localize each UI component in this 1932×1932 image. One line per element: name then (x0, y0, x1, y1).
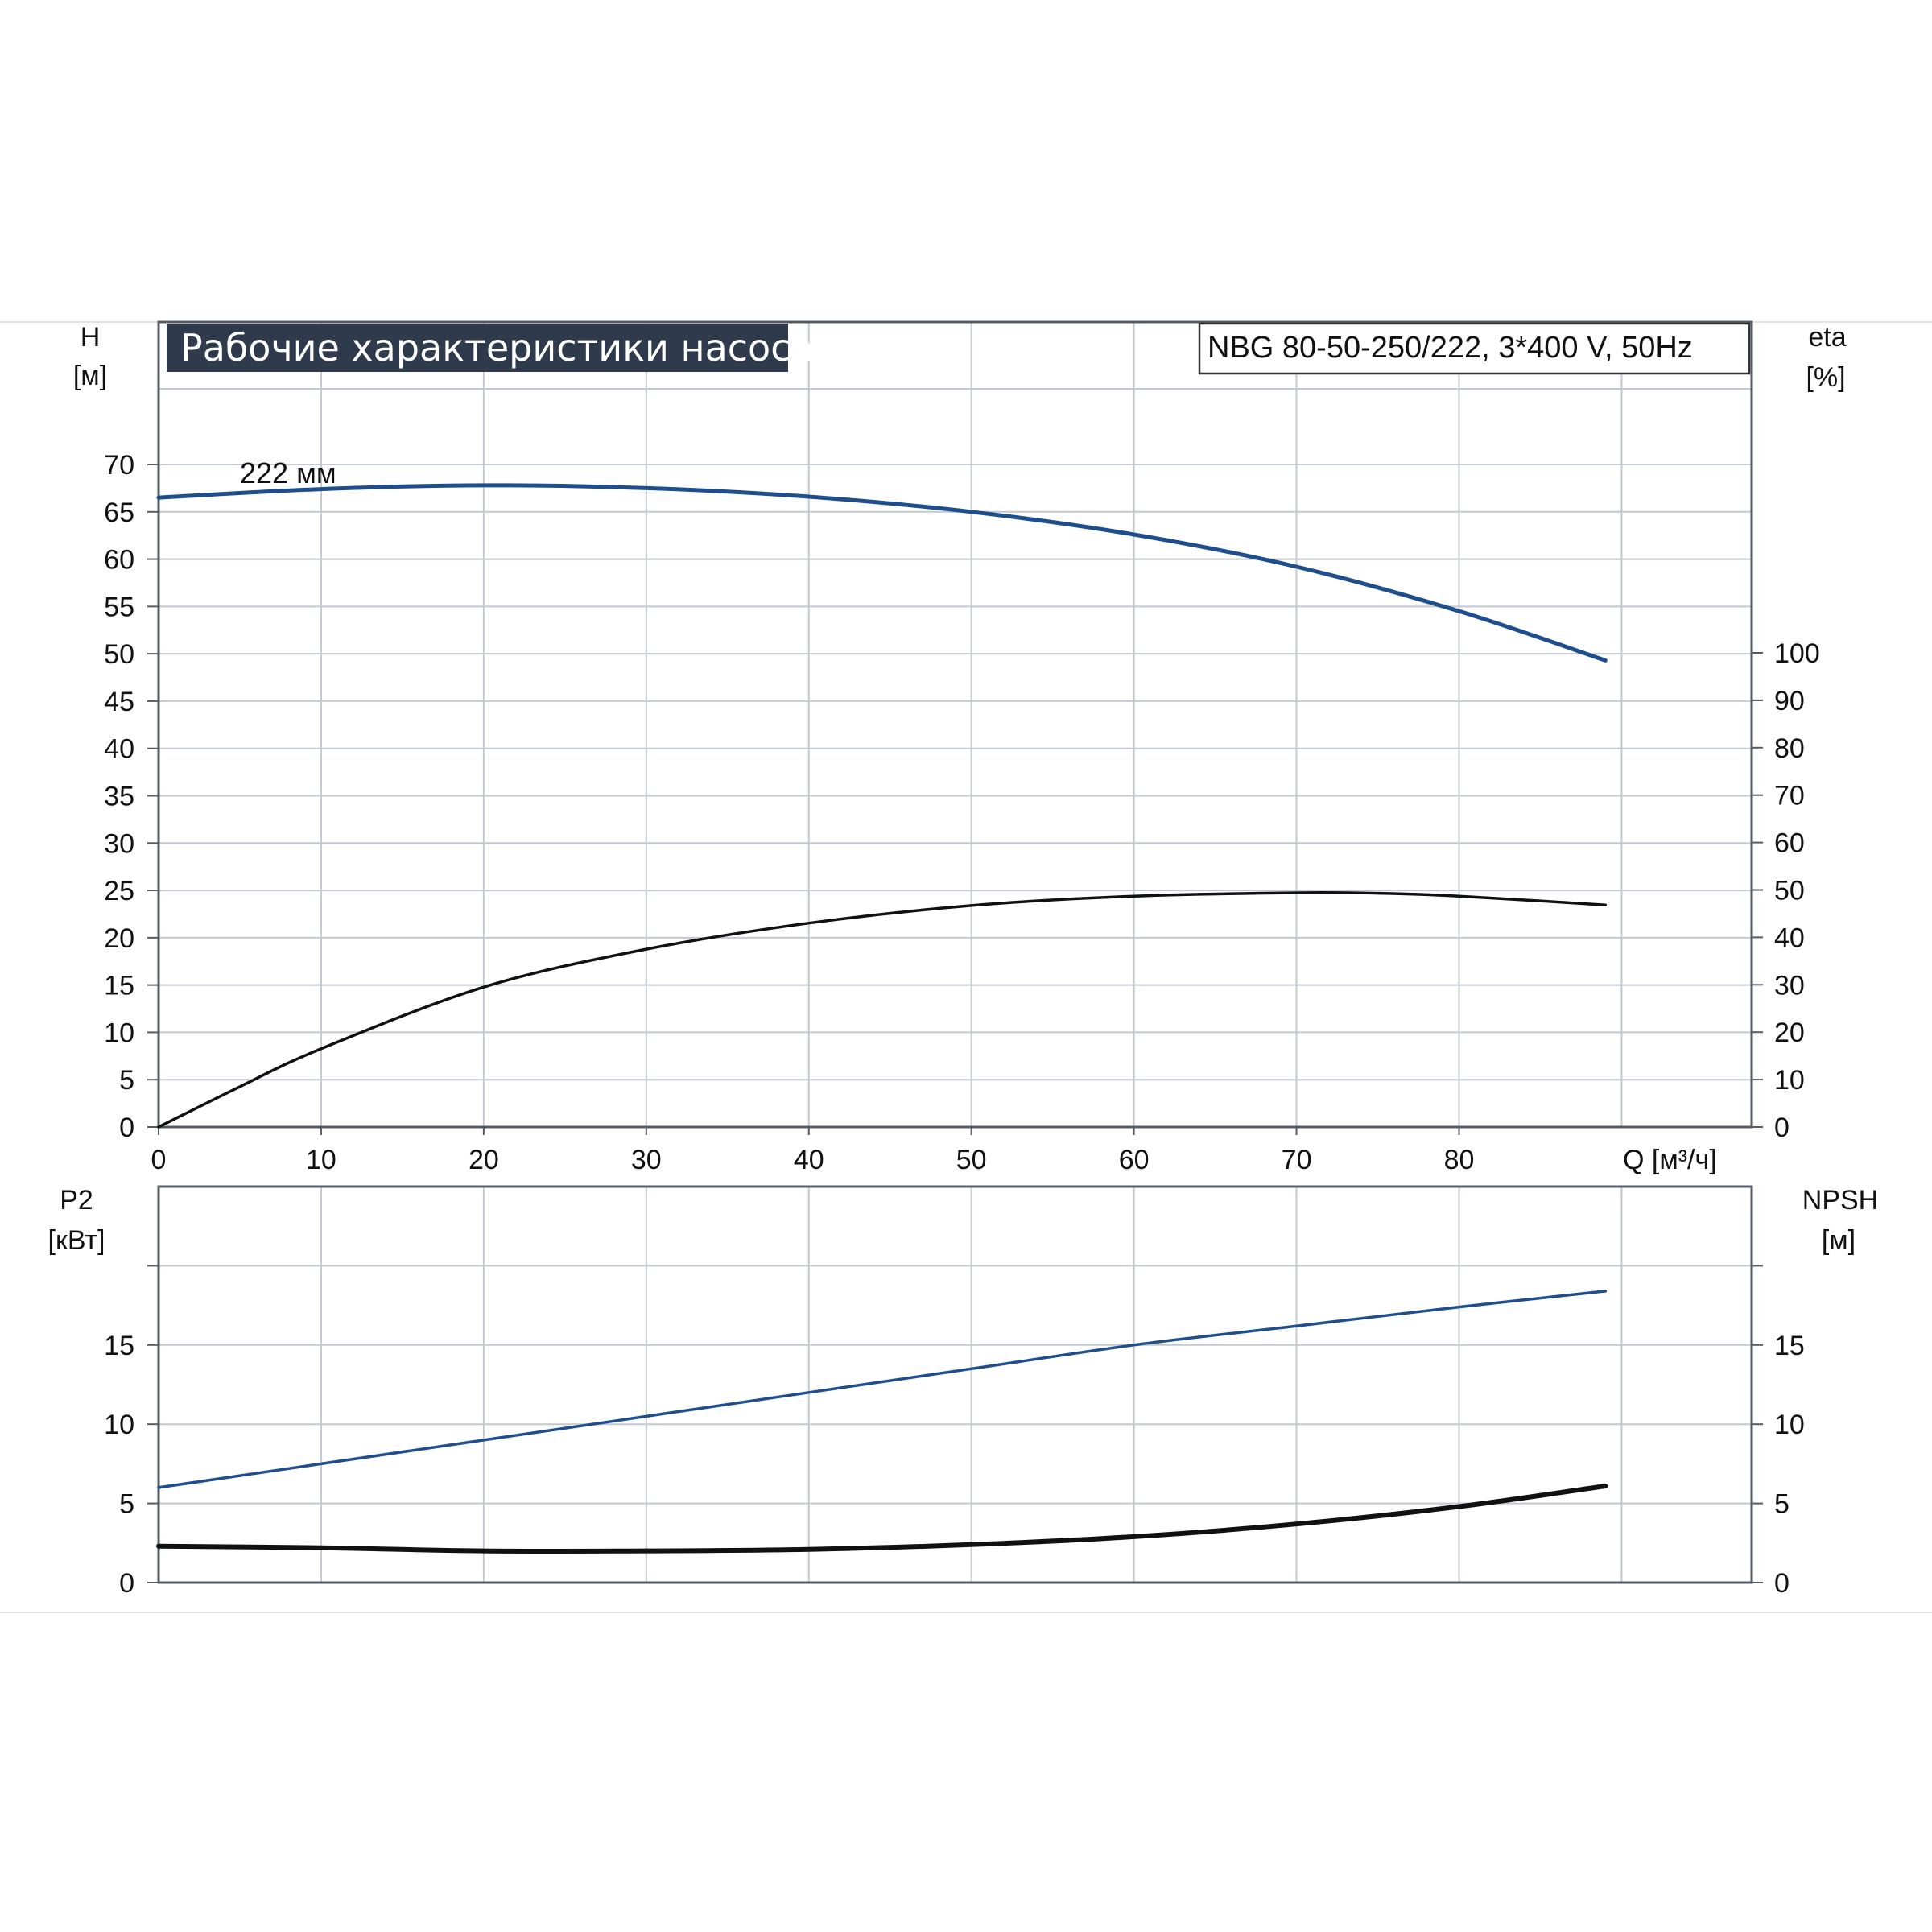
upper-left-tick-label: 30 (104, 828, 134, 859)
efficiency-curve-line (157, 890, 1608, 1129)
x-tick-label: 0 (151, 1145, 167, 1175)
upper-left-tick-label: 20 (104, 923, 134, 954)
x-tick-label: 50 (956, 1145, 987, 1175)
lower-right-tick-label: 15 (1774, 1331, 1805, 1361)
upper-left-tick-label: 45 (104, 687, 134, 717)
x-tick-label: 30 (631, 1145, 662, 1175)
lower-right-tick-label: 0 (1774, 1568, 1790, 1599)
upper-left-tick-label: 50 (104, 639, 134, 670)
lower-grid (159, 1187, 1752, 1583)
x-tick-label: 20 (469, 1145, 499, 1175)
lower-left-tick-label: 10 (104, 1410, 134, 1440)
upper-left-tick-label: 35 (104, 782, 134, 812)
head-curve-label: 222 мм (240, 456, 336, 489)
upper-right-tick-label: 80 (1774, 733, 1805, 764)
lower-right-tick-label: 10 (1774, 1410, 1805, 1440)
upper-right-tick-label: 60 (1774, 828, 1805, 859)
lower-left-tick-label: 5 (119, 1489, 134, 1520)
lower-left-axis-label: P2 (60, 1185, 93, 1216)
model-label-box (1198, 322, 1751, 375)
head-curve-line (156, 483, 1608, 663)
upper-left-tick-label: 10 (104, 1018, 134, 1048)
x-axis-label: Q [м³/ч] (1623, 1145, 1717, 1175)
lower-left-tick-label: 0 (119, 1568, 134, 1599)
upper-right-tick-label: 50 (1774, 876, 1805, 906)
chart-title: Рабочие характеристики насоса (180, 326, 814, 369)
upper-right-tick-label: 10 (1774, 1065, 1805, 1096)
upper-curves: 222 мм (156, 456, 1608, 1129)
upper-left-axis-ticks: 0 5 10 15 20 25 30 35 40 45 50 55 60 65 70 (104, 450, 159, 1143)
upper-left-tick-label: 60 (104, 545, 134, 576)
power-curve-line (157, 1290, 1608, 1489)
upper-right-tick-label: 0 (1774, 1113, 1790, 1143)
upper-left-tick-label: 70 (104, 450, 134, 481)
title-banner (167, 324, 788, 372)
lower-right-axis-ticks: 0 5 10 15 (1752, 1265, 1805, 1599)
upper-left-tick-label: 40 (104, 734, 134, 765)
x-tick-label: 10 (306, 1145, 336, 1175)
upper-left-tick-label: 65 (104, 497, 134, 528)
lower-plot-frame (157, 1185, 1753, 1584)
upper-right-tick-label: 30 (1774, 970, 1805, 1001)
lower-right-tick-label: 5 (1774, 1489, 1790, 1520)
x-tick-label: 80 (1444, 1145, 1475, 1175)
lower-right-axis-unit: [м] (1822, 1225, 1856, 1256)
upper-right-axis-label: eta (1808, 322, 1846, 353)
upper-left-axis-label: H (80, 322, 101, 353)
upper-left-tick-label: 5 (119, 1065, 134, 1096)
upper-right-tick-label: 70 (1774, 781, 1805, 811)
upper-right-tick-label: 100 (1774, 638, 1820, 669)
x-tick-label: 40 (794, 1145, 824, 1175)
upper-plot-frame (157, 320, 1753, 1129)
x-tick-label: 70 (1282, 1145, 1312, 1175)
upper-left-axis-unit: [м] (73, 361, 107, 391)
upper-right-tick-label: 20 (1774, 1018, 1805, 1048)
upper-left-tick-label: 55 (104, 592, 134, 622)
upper-left-tick-label: 0 (119, 1113, 134, 1143)
lower-right-axis-label: NPSH (1802, 1185, 1878, 1216)
lower-curves (156, 1290, 1608, 1554)
x-tick-label: 60 (1119, 1145, 1150, 1175)
lower-left-tick-label: 15 (104, 1331, 134, 1361)
npsh-curve-line (156, 1484, 1608, 1554)
upper-right-tick-label: 40 (1774, 923, 1805, 953)
model-label: NBG 80-50-250/222, 3*400 V, 50Hz (1208, 331, 1693, 365)
upper-grid (159, 322, 1752, 1127)
upper-left-tick-label: 15 (104, 971, 134, 1001)
x-axis-ticks: 0 10 20 30 40 50 60 70 80 (151, 1127, 1475, 1175)
lower-left-axis-ticks: 0 5 10 15 (104, 1265, 159, 1599)
upper-left-tick-label: 25 (104, 876, 134, 906)
upper-right-tick-label: 90 (1774, 686, 1805, 716)
upper-right-axis-ticks: 0 10 20 30 40 50 60 70 80 90 100 (1752, 638, 1820, 1143)
upper-right-axis-unit: [%] (1806, 362, 1845, 393)
lower-left-axis-unit: [кВт] (48, 1225, 105, 1256)
